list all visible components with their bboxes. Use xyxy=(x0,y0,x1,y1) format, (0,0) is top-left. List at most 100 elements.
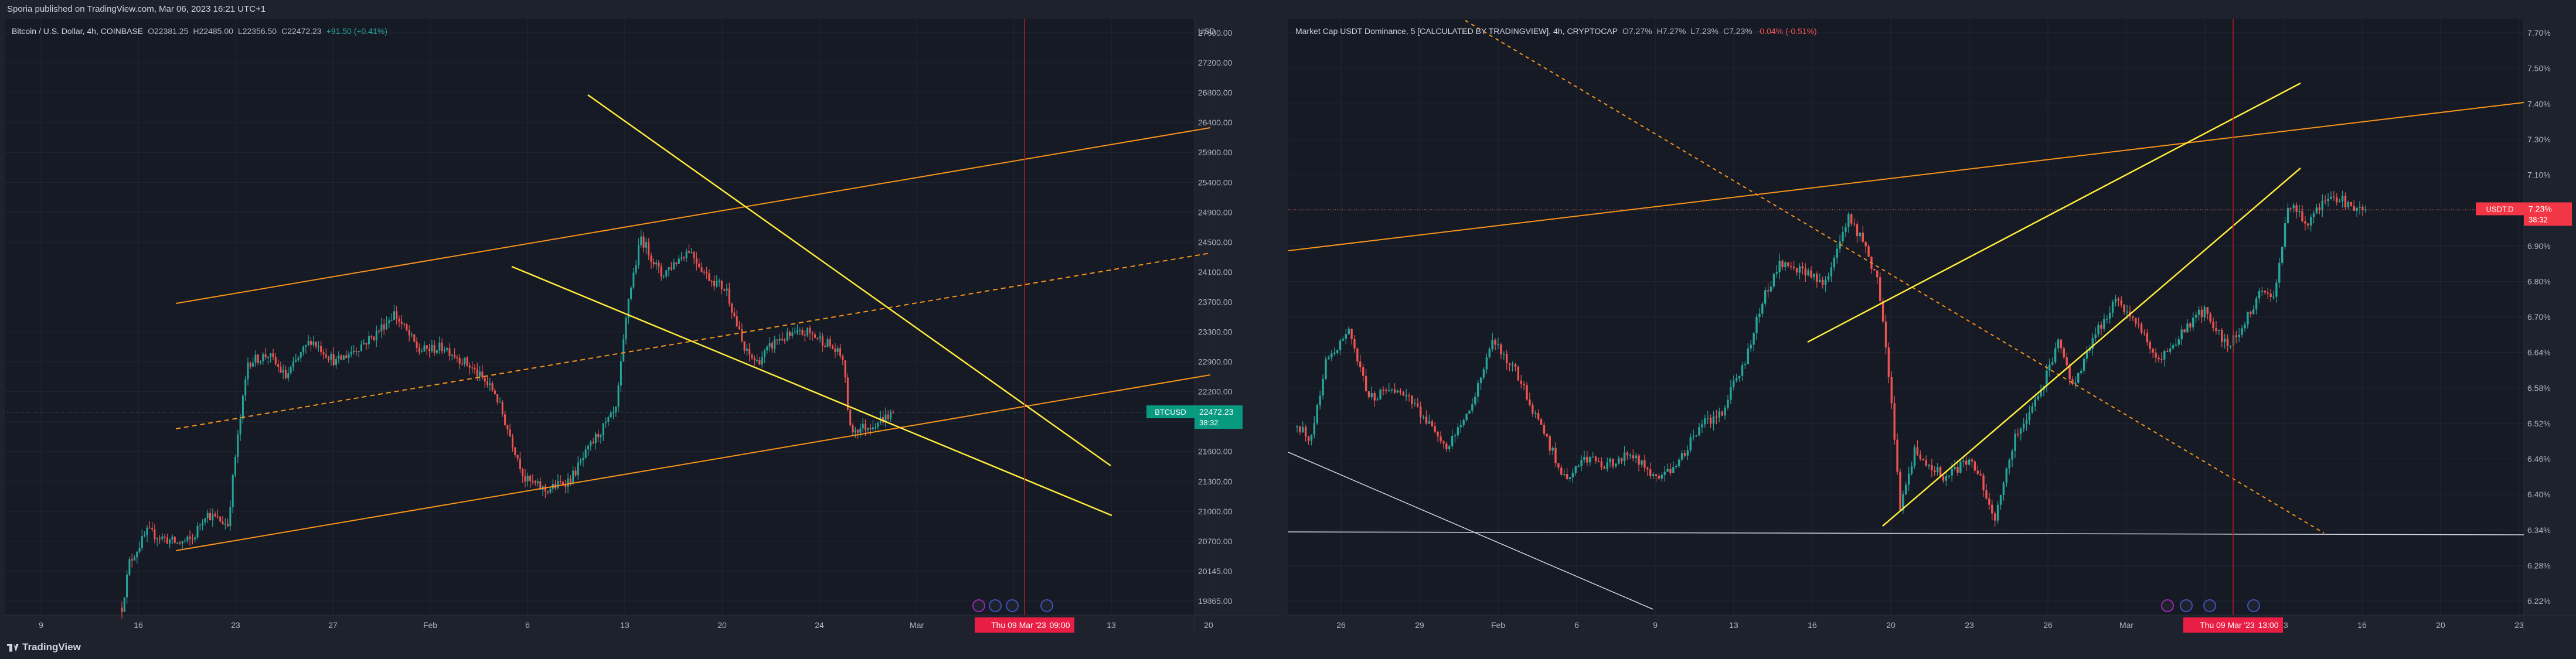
candle-body xyxy=(1600,461,1603,467)
candle-body xyxy=(418,347,420,353)
candle-body xyxy=(1606,462,1608,469)
candle-body xyxy=(1618,458,1620,464)
x-tick-label: 20 xyxy=(1204,620,1213,630)
candle-body xyxy=(2361,207,2364,210)
candle-body xyxy=(1476,383,1479,397)
legend-part: -0.04% (-0.51%) xyxy=(1757,26,1817,36)
candle-body xyxy=(816,337,819,339)
candle-body xyxy=(2333,196,2335,198)
candle-body xyxy=(2166,351,2169,352)
event-icon xyxy=(1040,599,1053,612)
candle-body xyxy=(144,535,146,537)
y-tick-label: 6.80% xyxy=(2527,276,2551,286)
candle-body xyxy=(1821,279,1824,285)
candle-body xyxy=(259,361,262,363)
last-price-badge xyxy=(1195,405,1243,429)
candle-body xyxy=(736,316,738,327)
candle-body xyxy=(1609,459,1611,463)
candle-body xyxy=(501,402,503,415)
y-tick-label: 6.34% xyxy=(2527,525,2551,535)
candle-body xyxy=(2353,206,2355,211)
candle-body xyxy=(799,330,801,332)
legend-part: +91.50 (+0.41%) xyxy=(326,26,387,36)
candle-body xyxy=(385,322,388,330)
candle-body xyxy=(199,525,201,527)
candle-body xyxy=(189,537,191,539)
candle-body xyxy=(209,513,212,521)
candle-body xyxy=(1307,436,1310,441)
candle-body xyxy=(2117,298,2120,301)
tradingview-logo[interactable]: TradingView xyxy=(7,641,81,653)
candle-body xyxy=(1709,418,1712,424)
candle-body xyxy=(194,537,196,540)
candle-body xyxy=(1925,460,1927,466)
candle-body xyxy=(534,481,536,483)
candle-body xyxy=(1620,458,1623,462)
candle-body xyxy=(1954,467,1956,469)
candle-body xyxy=(2060,339,2063,349)
candle-body xyxy=(2272,296,2275,298)
candle-body xyxy=(1364,375,1367,391)
candle-body xyxy=(1890,377,1893,404)
candle-body xyxy=(151,528,154,530)
candle-body xyxy=(2200,309,2203,317)
candle-body xyxy=(406,324,408,330)
candle-body xyxy=(2347,202,2350,207)
candle-body xyxy=(2163,351,2166,360)
candle-body xyxy=(2281,247,2284,263)
candle-body xyxy=(2284,223,2286,247)
candle-body xyxy=(2155,352,2157,358)
candle-body xyxy=(761,357,763,365)
candle-body xyxy=(1568,477,1571,479)
candle-body xyxy=(340,355,342,360)
candle-body xyxy=(2025,420,2028,424)
candle-body xyxy=(1807,270,1809,276)
candle-body xyxy=(1833,257,1836,268)
candle-body xyxy=(1755,317,1758,333)
candle-body xyxy=(1534,413,1537,414)
candle-body xyxy=(2359,207,2361,208)
candle-body xyxy=(652,261,655,265)
legend-part: H22485.00 xyxy=(193,26,233,36)
candle-body xyxy=(305,344,307,347)
candle-body xyxy=(398,319,400,322)
candle-body xyxy=(1864,241,1867,247)
candle-body xyxy=(290,367,292,374)
channel-top-line xyxy=(175,127,1211,304)
y-tick-label: 6.90% xyxy=(2527,241,2551,251)
candle-body xyxy=(216,516,219,517)
descending-support-line xyxy=(511,265,1112,517)
candle-body xyxy=(466,357,468,366)
brand-label: TradingView xyxy=(22,641,81,653)
candle-body xyxy=(522,469,524,476)
candle-body xyxy=(1916,447,1919,455)
legend-part: Bitcoin / U.S. Dollar, 4h, COINBASE xyxy=(12,26,143,36)
candle-body xyxy=(1517,367,1520,381)
candle-body xyxy=(1715,416,1718,418)
candle-body xyxy=(126,574,128,597)
candle-body xyxy=(428,349,431,351)
candle-body xyxy=(1500,344,1502,354)
candle-body xyxy=(559,481,562,483)
candle-body xyxy=(670,267,672,269)
candle-body xyxy=(1968,459,1971,465)
candle-body xyxy=(191,538,193,540)
candle-body xyxy=(622,339,625,361)
y-tick-label: 24500.00 xyxy=(1198,237,1233,247)
legend-part: C22472.23 xyxy=(281,26,322,36)
candle-body xyxy=(2229,345,2232,347)
candle-body xyxy=(1626,452,1629,456)
candle-body xyxy=(678,258,680,264)
candle-body xyxy=(2264,291,2267,293)
candle-body xyxy=(658,262,660,267)
candle-body xyxy=(1996,504,1999,521)
candle-body xyxy=(496,394,499,402)
candle-body xyxy=(1991,504,1993,514)
candle-body xyxy=(2108,312,2111,319)
candle-body xyxy=(2186,323,2189,333)
candle-body xyxy=(2298,211,2301,213)
candle-body xyxy=(1985,490,1988,499)
candle-body xyxy=(1549,436,1551,451)
candle-body xyxy=(1382,390,1384,391)
